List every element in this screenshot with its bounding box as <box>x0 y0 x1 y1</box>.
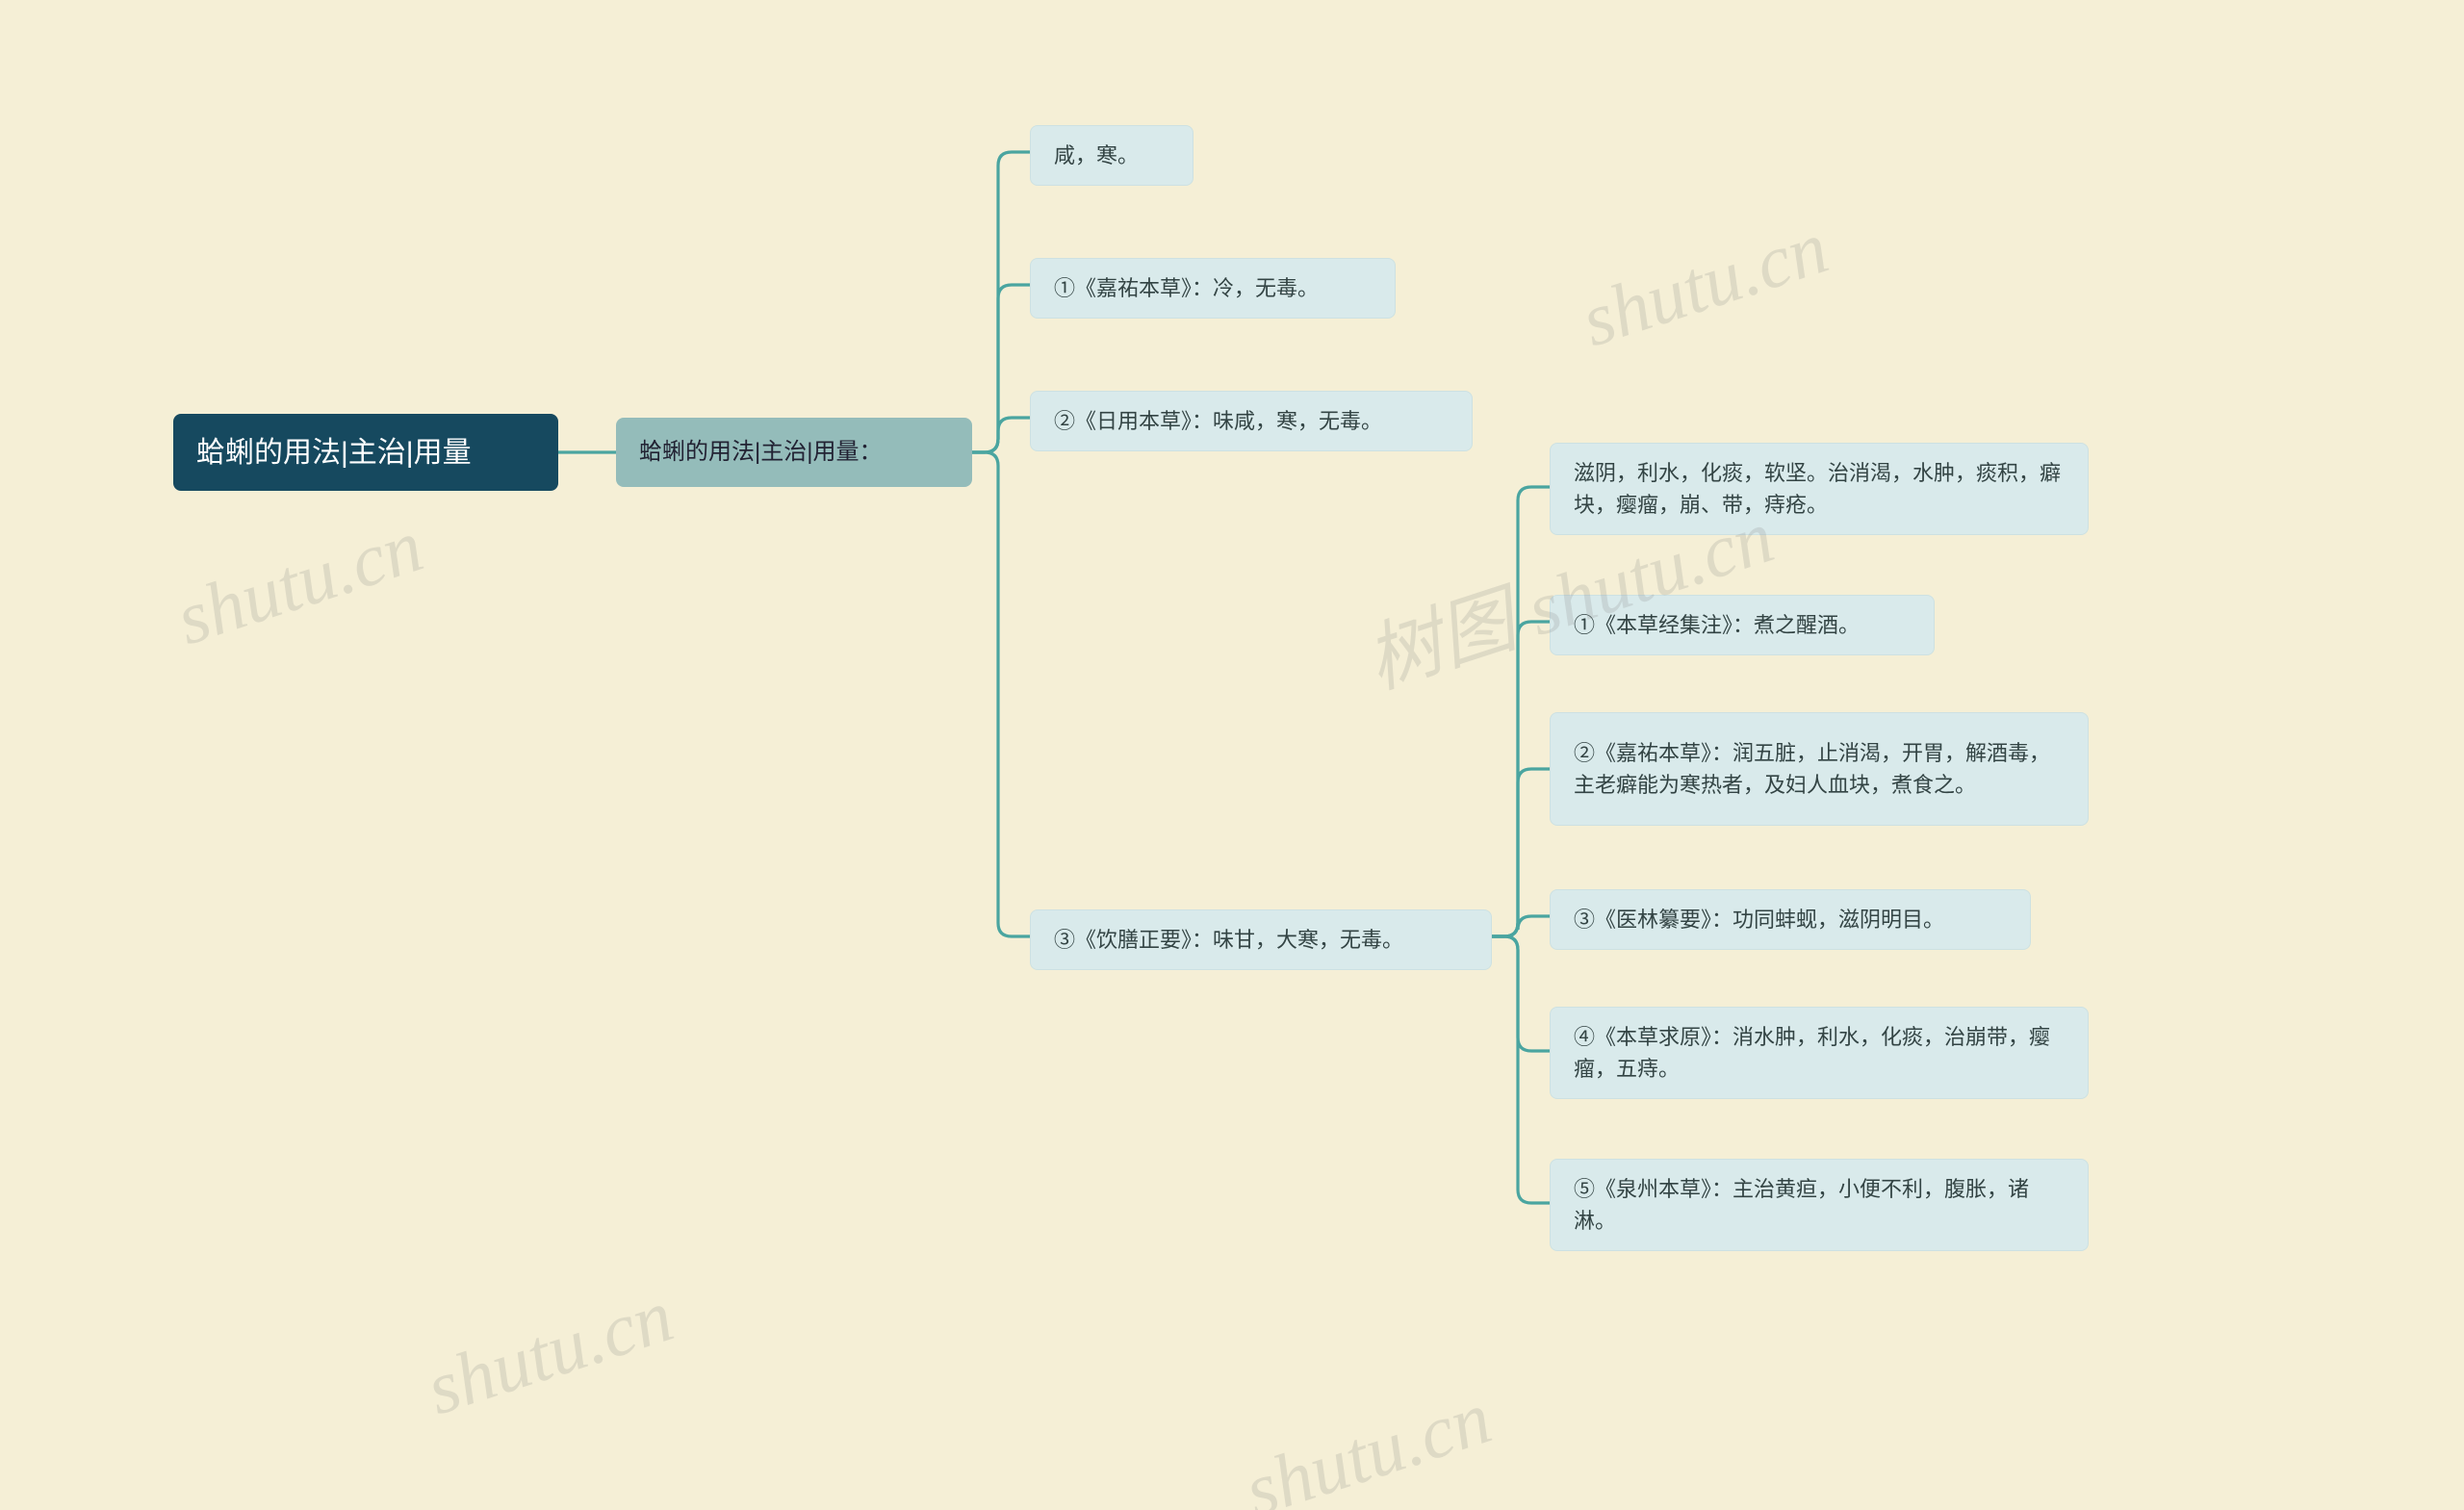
sub-node: 蛤蜊的用法|主治|用量： <box>616 418 972 487</box>
leaf-l3-2: ②《嘉祐本草》：润五脏，止消渴，开胃，解酒毒，主老癖能为寒热者，及妇人血块，煮食… <box>1550 712 2089 826</box>
watermark-4: shutu.cn <box>1235 1374 1502 1510</box>
root-node-label: 蛤蜊的用法|主治|用量 <box>196 431 472 474</box>
leaf-l3-0: 滋阴，利水，化痰，软坚。治消渴，水肿，痰积，癖块，瘿瘤，崩、带，痔疮。 <box>1550 443 2089 535</box>
mindmap-canvas: 蛤蜊的用法|主治|用量 蛤蜊的用法|主治|用量： 咸，寒。 ①《嘉祐本草》：冷，无毒。… <box>0 0 2464 1510</box>
watermark-3: shutu.cn <box>417 1272 683 1433</box>
leaf-l3-0-label: 滋阴，利水，化痰，软坚。治消渴，水肿，痰积，癖块，瘿瘤，崩、带，痔疮。 <box>1574 457 2065 521</box>
connector-layer <box>0 0 2464 1510</box>
leaf-l3-5: ⑤《泉州本草》：主治黄疸，小便不利，腹胀，诸淋。 <box>1550 1159 2089 1251</box>
leaf-l3-1: ①《本草经集注》：煮之醒酒。 <box>1550 595 1935 655</box>
leaf-l2-1: ①《嘉祐本草》：冷，无毒。 <box>1030 258 1396 319</box>
leaf-l2-1-label: ①《嘉祐本草》：冷，无毒。 <box>1054 272 1319 304</box>
leaf-l3-5-label: ⑤《泉州本草》：主治黄疸，小便不利，腹胀，诸淋。 <box>1574 1173 2065 1237</box>
leaf-l2-2-label: ②《日用本草》：味咸，寒，无毒。 <box>1054 405 1382 437</box>
watermark-0: shutu.cn <box>167 502 433 663</box>
leaf-l2-0-label: 咸，寒。 <box>1054 140 1139 171</box>
leaf-l3-4: ④《本草求原》：消水肿，利水，化痰，治崩带，瘿瘤，五痔。 <box>1550 1007 2089 1099</box>
leaf-l2-0: 咸，寒。 <box>1030 125 1194 186</box>
leaf-l3-2-label: ②《嘉祐本草》：润五脏，止消渴，开胃，解酒毒，主老癖能为寒热者，及妇人血块，煮食… <box>1574 737 2065 801</box>
leaf-l2-2: ②《日用本草》：味咸，寒，无毒。 <box>1030 391 1473 451</box>
leaf-l2-3: ③《饮膳正要》：味甘，大寒，无毒。 <box>1030 909 1492 970</box>
leaf-l3-3-label: ③《医林纂要》：功同蚌蚬，滋阴明目。 <box>1574 904 1944 935</box>
leaf-l2-3-label: ③《饮膳正要》：味甘，大寒，无毒。 <box>1054 924 1403 956</box>
root-node: 蛤蜊的用法|主治|用量 <box>173 414 558 491</box>
leaf-l3-4-label: ④《本草求原》：消水肿，利水，化痰，治崩带，瘿瘤，五痔。 <box>1574 1021 2065 1085</box>
leaf-l3-3: ③《医林纂要》：功同蚌蚬，滋阴明目。 <box>1550 889 2031 950</box>
sub-node-label: 蛤蜊的用法|主治|用量： <box>639 435 882 470</box>
leaf-l3-1-label: ①《本草经集注》：煮之醒酒。 <box>1574 609 1860 641</box>
watermark-2: shutu.cn <box>1572 204 1838 365</box>
